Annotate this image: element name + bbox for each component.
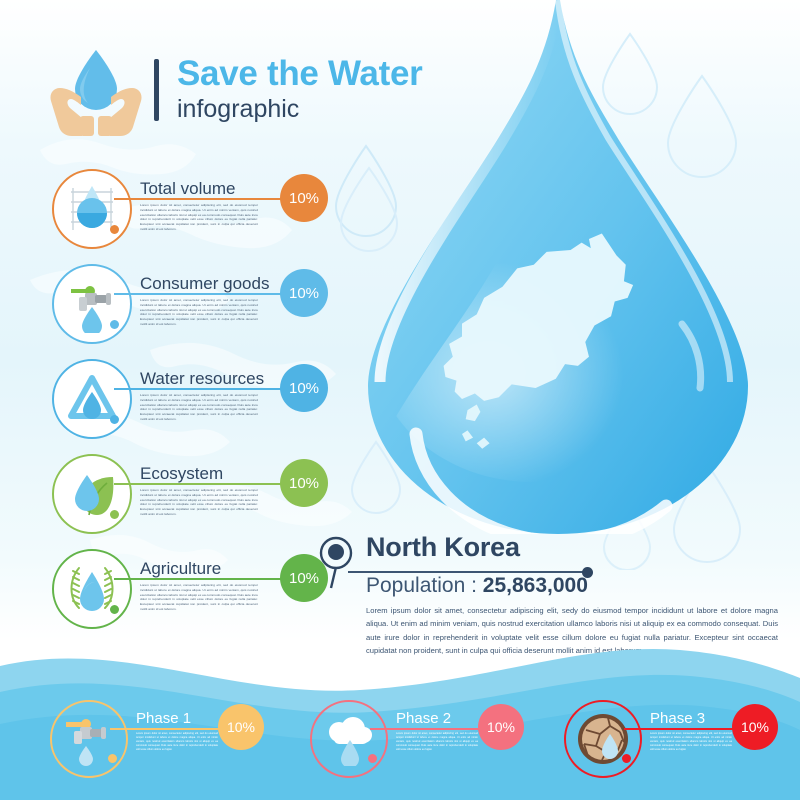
phase-item[interactable]: Phase 1 Lorem ipsum dolor sit amet, cons… <box>18 692 274 800</box>
connector-knob <box>110 225 119 234</box>
list-item-label: Total volume <box>140 179 236 198</box>
connector-knob <box>368 754 377 763</box>
phase-label: Phase 2 <box>396 710 452 727</box>
list-item-percent-badge: 10% <box>280 269 328 317</box>
phase-percent-badge: 10% <box>218 704 264 750</box>
connector-line <box>114 388 310 390</box>
decorative-drop-outline <box>598 30 662 116</box>
phase-item[interactable]: Phase 2 Lorem ipsum dolor sit amet, cons… <box>278 692 534 800</box>
decorative-drop-outline <box>348 438 404 514</box>
connector-line <box>370 728 522 730</box>
phase-body: Lorem ipsum dolor sit amet, consectetur … <box>136 732 218 751</box>
phase-body: Lorem ipsum dolor sit amet, consectetur … <box>650 732 732 751</box>
connector-line <box>114 483 310 485</box>
connector-line <box>624 728 776 730</box>
header-divider <box>154 59 159 121</box>
phase-percent-badge: 10% <box>732 704 778 750</box>
phase-label: Phase 3 <box>650 710 706 727</box>
decorative-drop-outline <box>662 72 742 178</box>
leaf-drop-icon <box>52 454 132 534</box>
list-item-body: Lorem ipsum dolor sit amet, consectetur … <box>140 203 258 231</box>
list-item[interactable]: Total volume Lorem ipsum dolor sit amet,… <box>52 165 328 260</box>
country-body-text: Lorem ipsum dolor sit amet, consectetur … <box>366 606 778 655</box>
list-item-label: Ecosystem <box>140 464 224 483</box>
faucet-drop-icon <box>52 264 132 344</box>
list-item-body: Lorem ipsum dolor sit amet, consectetur … <box>140 488 258 516</box>
phase-item[interactable]: Phase 3 Lorem ipsum dolor sit amet, cons… <box>532 692 788 800</box>
connector-line <box>114 578 310 580</box>
map-pin-icon <box>318 536 354 590</box>
water-droplet-with-map <box>352 0 764 534</box>
list-item[interactable]: Water resources Lorem ipsum dolor sit am… <box>52 355 328 450</box>
population-label: Population : <box>366 574 483 597</box>
list-item[interactable]: Ecosystem Lorem ipsum dolor sit amet, co… <box>52 450 328 545</box>
list-item-percent-badge: 10% <box>280 364 328 412</box>
cracked-dry-earth-icon <box>564 700 642 778</box>
page-subtitle: infographic <box>177 95 300 124</box>
north-korea-map-icon <box>443 233 634 449</box>
connector-line <box>114 293 310 295</box>
country-rule <box>348 567 593 578</box>
water-tank-level-icon <box>52 169 132 249</box>
phase-label: Phase 1 <box>136 710 192 727</box>
list-item-percent-badge: 10% <box>280 459 328 507</box>
connector-knob <box>110 415 119 424</box>
decorative-drop-outline <box>336 164 402 252</box>
hands-holding-water-drop-icon <box>44 44 148 136</box>
connector-knob <box>110 320 119 329</box>
phase-body: Lorem ipsum dolor sit amet, consectetur … <box>396 732 478 751</box>
wheat-wreath-drop-icon <box>52 549 132 629</box>
population-value: 25,863,000 <box>482 574 588 597</box>
connector-knob <box>108 754 117 763</box>
connector-knob <box>110 605 119 614</box>
list-item[interactable]: Consumer goods Lorem ipsum dolor sit ame… <box>52 260 328 355</box>
recycle-triangle-drop-icon <box>52 359 132 439</box>
list-item-label: Agriculture <box>140 559 222 578</box>
page-title: Save the Water <box>177 53 423 93</box>
decorative-drop-outline <box>668 460 746 564</box>
faucet-dripping-icon <box>50 700 128 778</box>
list-item-body: Lorem ipsum dolor sit amet, consectetur … <box>140 393 258 421</box>
connector-knob <box>110 510 119 519</box>
connector-line <box>110 728 262 730</box>
list-item-body: Lorem ipsum dolor sit amet, consectetur … <box>140 583 258 611</box>
decorative-drop-outline <box>330 142 402 238</box>
list-item-percent-badge: 10% <box>280 554 328 602</box>
list-item-body: Lorem ipsum dolor sit amet, consectetur … <box>140 298 258 326</box>
population-line: Population : 25,863,000 <box>366 574 588 598</box>
country-name: North Korea <box>366 532 520 562</box>
phases-row: Phase 1 Lorem ipsum dolor sit amet, cons… <box>0 692 800 800</box>
list-item-label: Consumer goods <box>140 274 270 293</box>
phase-percent-badge: 10% <box>478 704 524 750</box>
header: Save the Water infographic <box>44 44 423 136</box>
list-item[interactable]: Agriculture Lorem ipsum dolor sit amet, … <box>52 545 328 640</box>
connector-knob <box>622 754 631 763</box>
connector-line <box>114 198 310 200</box>
list-item-label: Water resources <box>140 369 265 388</box>
metrics-list: Total volume Lorem ipsum dolor sit amet,… <box>52 165 328 640</box>
list-item-percent-badge: 10% <box>280 174 328 222</box>
rain-cloud-drop-icon <box>310 700 388 778</box>
